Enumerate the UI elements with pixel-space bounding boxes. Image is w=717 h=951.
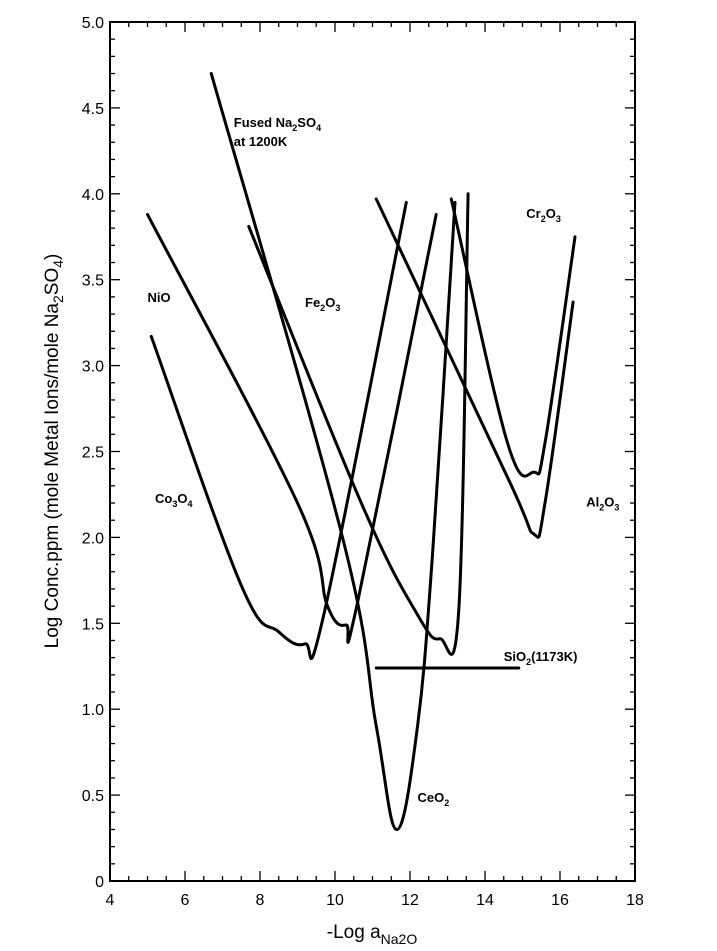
series-line-al2o3 xyxy=(374,197,575,539)
series-line-cr2o3 xyxy=(449,197,577,478)
y-tick-label: 4.5 xyxy=(82,101,104,118)
y-tick-label: 0 xyxy=(95,874,104,891)
axis-ticks xyxy=(109,21,636,882)
plot-frame xyxy=(109,21,636,882)
x-tick-label: 8 xyxy=(256,892,265,909)
series-line-co3o4 xyxy=(149,200,408,660)
series-labels: Co3O4 NiO Fe2O3 CeO2 Al2O3 Cr2O3 SiO2(1173K) Fu… xyxy=(148,115,620,808)
x-tick-label: 12 xyxy=(401,892,419,909)
y-tick-label: 0.5 xyxy=(82,788,104,805)
y-tick-label: 2.0 xyxy=(82,530,104,547)
y-axis-title: Log Conc.ppm (mole Metal Ions/mole Na2SO… xyxy=(42,254,66,649)
x-axis-title: -Log aNa2O xyxy=(327,922,418,947)
y-tick-label: 2.5 xyxy=(82,445,104,462)
series-line-nio xyxy=(146,212,438,644)
series-label-al2o3: Al2O3 xyxy=(586,494,619,512)
series-label-fe2o3: Fe2O3 xyxy=(305,295,340,313)
series-line-ceo2 xyxy=(209,72,457,831)
x-tick-label: 10 xyxy=(326,892,344,909)
x-tick-label: 14 xyxy=(476,892,494,909)
x-tick-label: 4 xyxy=(106,892,115,909)
series-label-cr2o3: Cr2O3 xyxy=(526,206,561,224)
y-tick-label: 1.0 xyxy=(82,702,104,719)
series-curves xyxy=(146,72,577,831)
x-tick-label: 6 xyxy=(181,892,190,909)
annotation-fused-na2so4: Fused Na2SO4 xyxy=(234,115,321,133)
y-tick-label: 1.5 xyxy=(82,616,104,633)
y-tick-label: 3.5 xyxy=(82,273,104,290)
series-line-fe2o3 xyxy=(247,192,470,656)
y-tick-label: 3.0 xyxy=(82,359,104,376)
y-tick-label: 4.0 xyxy=(82,187,104,204)
x-tick-label: 18 xyxy=(626,892,644,909)
series-label-co3o4: Co3O4 xyxy=(155,491,193,509)
axis-tick-labels: 4 6 8 10 12 14 16 18 0 0.5 1.0 1.5 2.0 2.5 3.0 3.5 4.0 4.… xyxy=(82,15,644,909)
series-label-nio: NiO xyxy=(148,290,171,305)
series-label-ceo2: CeO2 xyxy=(418,790,450,808)
y-tick-label: 5.0 xyxy=(82,15,104,32)
x-tick-label: 16 xyxy=(551,892,569,909)
annotation-temperature: at 1200K xyxy=(234,134,288,149)
series-label-sio2-1173k: SiO2(1173K) xyxy=(504,649,578,667)
